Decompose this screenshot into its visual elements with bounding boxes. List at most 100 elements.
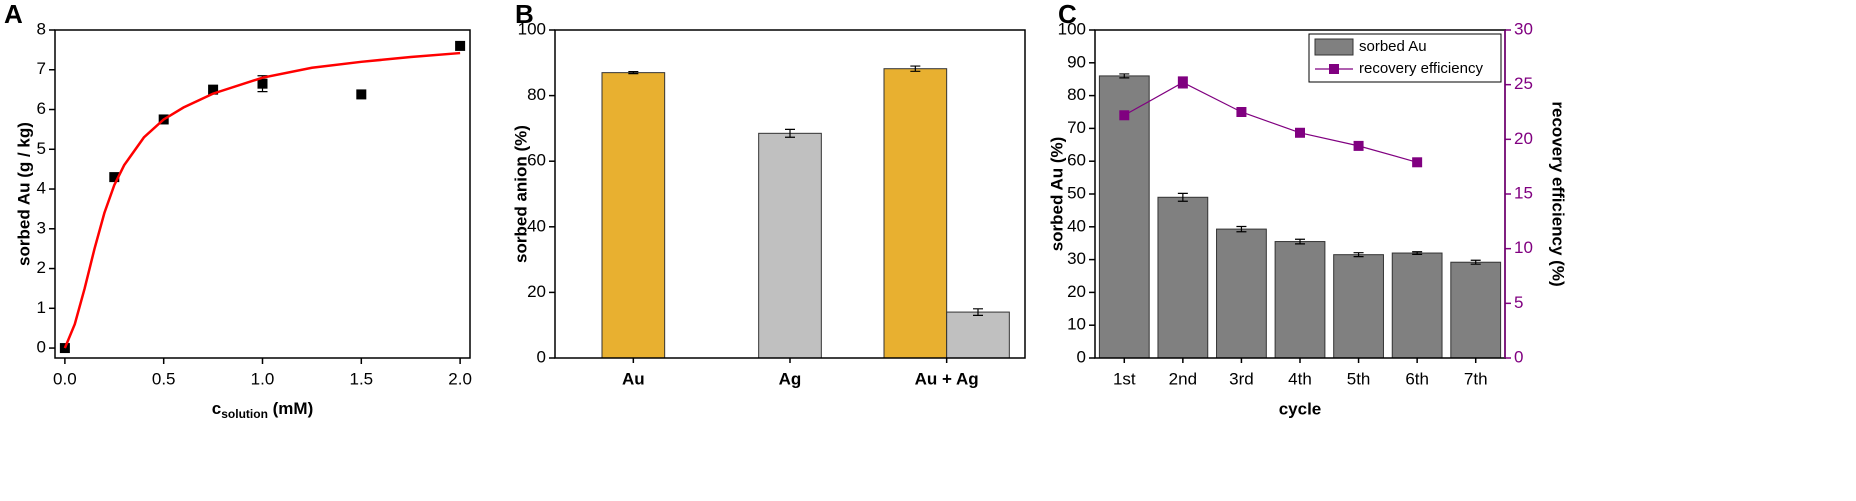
x-tick-label: Au (622, 369, 645, 388)
marker (1236, 107, 1247, 117)
error-bar (1295, 238, 1305, 245)
panel-label: C (1058, 0, 1077, 29)
x-tick-label: Ag (779, 369, 802, 388)
y-tick-label: 40 (1067, 216, 1086, 235)
bar (758, 132, 822, 359)
legend-swatch (1314, 38, 1354, 56)
y-tick-label: 5 (37, 139, 46, 158)
x-axis-label-main: c (212, 399, 221, 418)
y2-tick-label: 25 (1514, 74, 1533, 93)
error-bar (1412, 251, 1423, 255)
x-tick-label: 5th (1347, 369, 1371, 388)
y-tick-label: 100 (518, 19, 546, 38)
x-tick-label: Au + Ag (915, 369, 979, 388)
error-bar (1353, 252, 1364, 258)
x-tick-label: 3rd (1229, 369, 1254, 388)
y-tick-label: 10 (1067, 315, 1086, 334)
y-tick-label: 60 (1067, 151, 1086, 170)
y-tick-label: 20 (527, 282, 546, 301)
x-tick-label: 7th (1464, 369, 1488, 388)
error-bar (1119, 73, 1130, 79)
y-tick-label: 8 (37, 19, 46, 38)
y-tick-label: 60 (527, 151, 546, 170)
legend-swatch (1329, 64, 1339, 74)
legend-label: recovery efficiency (1359, 60, 1483, 77)
y2-tick-label: 10 (1514, 238, 1533, 257)
marker (455, 40, 466, 51)
bar (1391, 252, 1443, 359)
x-tick-label: 0.5 (152, 369, 176, 388)
y-tick-label: 6 (37, 99, 46, 118)
x-tick-label: 2nd (1169, 369, 1197, 388)
y-tick-label: 7 (37, 59, 46, 78)
marker (1295, 127, 1305, 138)
marker (257, 78, 268, 89)
y2-tick-label: 15 (1514, 183, 1533, 202)
x-tick-label: 0.0 (53, 369, 77, 388)
y-axis-label: sorbed Au (g / kg) (14, 122, 33, 266)
bar (1216, 228, 1267, 359)
marker (1119, 110, 1130, 121)
error-bar (1177, 192, 1188, 202)
x-tick-label: 1.5 (349, 369, 373, 388)
y-tick-label: 90 (1067, 52, 1086, 71)
x-axis-label-sub: solution (221, 407, 268, 421)
marker (1412, 157, 1423, 168)
y2-tick-label: 30 (1514, 19, 1533, 38)
y-tick-label: 80 (527, 85, 546, 104)
y2-tick-label: 0 (1514, 347, 1523, 366)
bar (946, 311, 1010, 359)
y-axis-label: sorbed anion (%) (511, 125, 530, 263)
error-bar (785, 128, 795, 138)
y2-axis-label: recovery efficiency (%) (1549, 101, 1568, 286)
x-tick-label: 2.0 (448, 369, 472, 388)
y-tick-label: 3 (37, 218, 46, 237)
y-tick-label: 0 (1077, 347, 1086, 366)
y-tick-label: 0 (537, 347, 546, 366)
x-tick-label: 1.0 (251, 369, 275, 388)
y-tick-label: 50 (1067, 183, 1086, 202)
y-tick-label: 100 (1058, 19, 1086, 38)
y-tick-label: 0 (37, 338, 46, 357)
y-tick-label: 20 (1067, 282, 1086, 301)
error-bar (910, 65, 921, 72)
x-axis-label: csolution (mM) (212, 399, 313, 421)
series-line (1123, 81, 1418, 163)
plot-frame (554, 29, 1026, 359)
x-tick-label: 1st (1113, 369, 1136, 388)
marker (109, 172, 120, 183)
panel-label: B (515, 0, 534, 29)
bar (1098, 75, 1150, 359)
error-bar (1470, 259, 1481, 265)
y-axis-label: sorbed Au (%) (1047, 137, 1066, 252)
panel-label: A (4, 0, 23, 29)
y2-tick-label: 5 (1514, 293, 1523, 312)
y-tick-label: 2 (37, 258, 46, 277)
error-bar (1236, 225, 1247, 233)
x-axis-label-rest: (mM) (268, 399, 313, 418)
y-tick-label: 1 (37, 298, 46, 317)
bar (601, 72, 666, 359)
y-tick-label: 4 (37, 179, 46, 198)
bar (1333, 254, 1384, 359)
y-tick-label: 80 (1067, 85, 1086, 104)
error-bar (628, 71, 639, 75)
marker (356, 89, 367, 100)
bar (1274, 241, 1326, 359)
x-tick-label: 6th (1405, 369, 1429, 388)
marker (208, 84, 219, 95)
fit-curve (63, 51, 461, 349)
y2-tick-label: 20 (1514, 129, 1533, 148)
marker (1177, 77, 1188, 88)
bar (1450, 261, 1502, 359)
x-tick-label: 4th (1288, 369, 1312, 388)
legend-label: sorbed Au (1359, 38, 1427, 55)
y-tick-label: 40 (527, 216, 546, 235)
bar (1157, 196, 1209, 359)
y-tick-label: 30 (1067, 249, 1086, 268)
y-tick-label: 70 (1067, 118, 1086, 137)
bar (883, 68, 948, 359)
marker (1353, 140, 1364, 151)
error-bar (973, 308, 983, 316)
